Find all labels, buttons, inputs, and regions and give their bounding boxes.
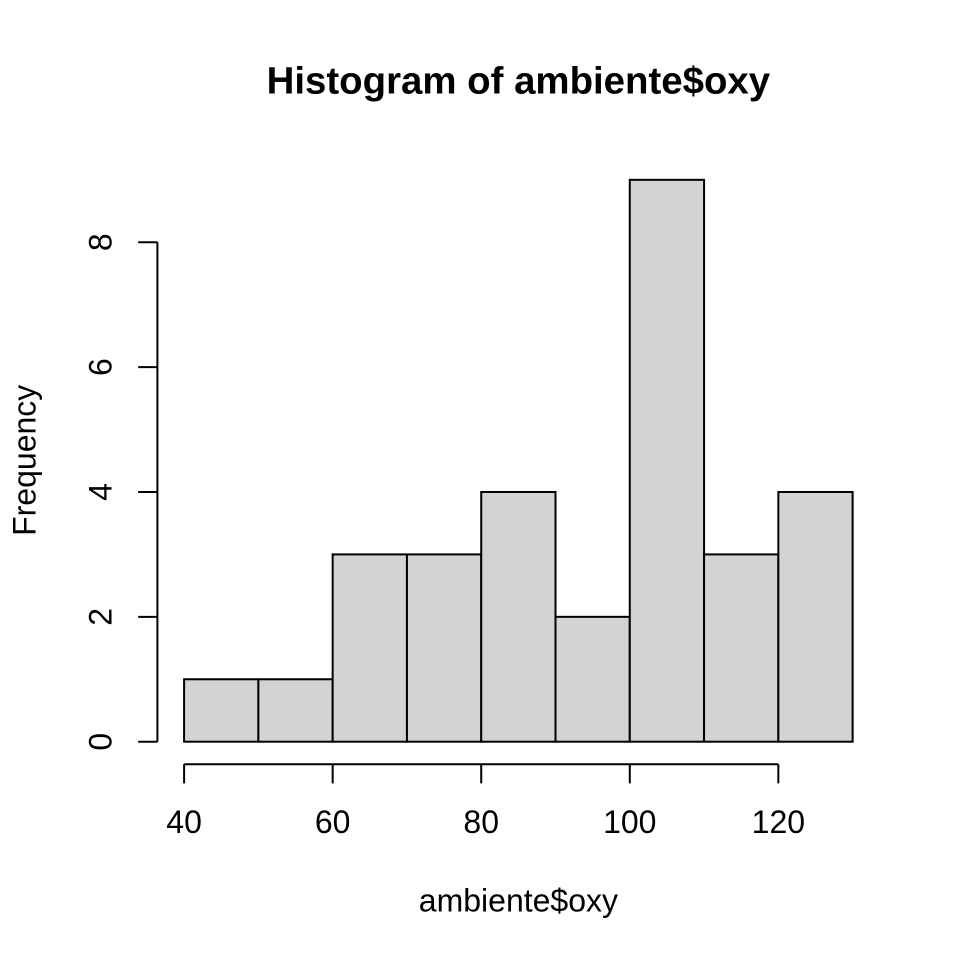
svg-text:4: 4 (82, 483, 118, 501)
svg-text:120: 120 (752, 804, 805, 840)
svg-text:40: 40 (166, 804, 202, 840)
svg-text:8: 8 (82, 233, 118, 251)
svg-text:Histogram of ambiente$oxy: Histogram of ambiente$oxy (267, 59, 771, 102)
svg-text:ambiente$oxy: ambiente$oxy (419, 883, 618, 919)
svg-text:Frequency: Frequency (7, 385, 43, 536)
svg-text:0: 0 (82, 733, 118, 751)
svg-text:2: 2 (82, 608, 118, 626)
svg-text:100: 100 (603, 804, 656, 840)
svg-text:6: 6 (82, 358, 118, 376)
svg-text:60: 60 (315, 804, 351, 840)
svg-text:80: 80 (463, 804, 499, 840)
